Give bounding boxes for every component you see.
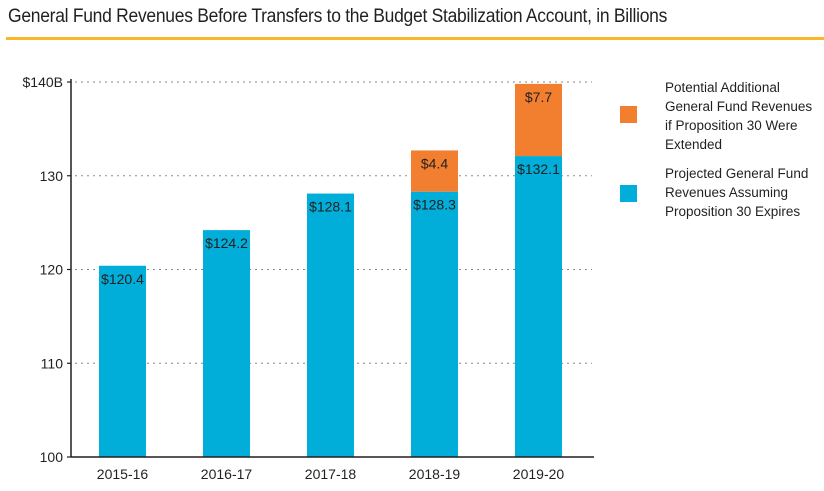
data-label: $7.7 [525, 89, 552, 105]
legend-label: Projected General Fund Revenues Assuming… [665, 166, 809, 219]
x-tick-label: 2017-18 [305, 466, 357, 482]
legend-swatch-orange [620, 106, 637, 123]
data-label: $120.4 [101, 271, 144, 287]
data-label: $128.1 [309, 199, 352, 215]
legend-item-projected: Projected General Fund Revenues Assuming… [620, 164, 820, 221]
data-label: $4.4 [421, 155, 448, 171]
legend-label: Potential Additional General Fund Revenu… [665, 80, 813, 152]
y-tick-labels: 100 110 120 130 $140B [23, 74, 64, 465]
axes [67, 79, 594, 458]
legend-swatch-blue [620, 185, 637, 202]
bar-additional [411, 150, 458, 192]
data-labels: $120.4 $124.2 $128.1 $128.3 $4.4 $132.1 $7.7 [101, 89, 560, 287]
x-tick-label: 2018-19 [409, 466, 461, 482]
legend: Potential Additional General Fund Revenu… [620, 78, 820, 231]
data-label: $128.3 [413, 197, 456, 213]
y-tick-label: 120 [40, 262, 64, 278]
title-underline [6, 37, 824, 40]
chart-title: General Fund Revenues Before Transfers t… [8, 6, 668, 27]
y-tick-label: $140B [23, 74, 63, 90]
bar-additional [515, 83, 562, 157]
bars [99, 83, 562, 457]
data-label: $132.1 [517, 161, 560, 177]
y-tick-label: 130 [40, 168, 64, 184]
bar-projected [411, 191, 458, 457]
x-tick-label: 2019-20 [513, 466, 565, 482]
x-tick-labels: 2015-16 2016-17 2017-18 2018-19 2019-20 [97, 466, 565, 482]
y-tick-label: 110 [41, 355, 64, 371]
x-tick-label: 2016-17 [201, 466, 253, 482]
bar-projected [203, 230, 250, 457]
data-label: $124.2 [205, 235, 248, 251]
legend-item-additional: Potential Additional General Fund Revenu… [620, 78, 820, 154]
bar-projected [307, 193, 354, 457]
x-tick-label: 2015-16 [97, 466, 149, 482]
y-tick-label: 100 [40, 449, 64, 465]
bar-projected [99, 265, 146, 457]
bar-projected [515, 156, 562, 457]
